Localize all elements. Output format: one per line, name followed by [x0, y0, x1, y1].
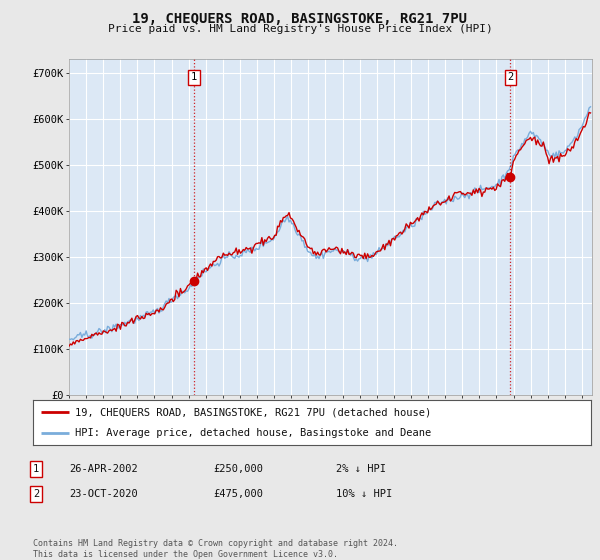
Text: Price paid vs. HM Land Registry's House Price Index (HPI): Price paid vs. HM Land Registry's House …: [107, 24, 493, 34]
Text: 10% ↓ HPI: 10% ↓ HPI: [336, 489, 392, 499]
Text: 19, CHEQUERS ROAD, BASINGSTOKE, RG21 7PU (detached house): 19, CHEQUERS ROAD, BASINGSTOKE, RG21 7PU…: [75, 408, 431, 418]
Text: £250,000: £250,000: [213, 464, 263, 474]
Text: 1: 1: [33, 464, 39, 474]
Text: 2: 2: [33, 489, 39, 499]
Text: 1: 1: [191, 72, 197, 82]
Text: 23-OCT-2020: 23-OCT-2020: [69, 489, 138, 499]
Text: Contains HM Land Registry data © Crown copyright and database right 2024.
This d: Contains HM Land Registry data © Crown c…: [33, 539, 398, 559]
Text: 2% ↓ HPI: 2% ↓ HPI: [336, 464, 386, 474]
Text: HPI: Average price, detached house, Basingstoke and Deane: HPI: Average price, detached house, Basi…: [75, 428, 431, 438]
Text: £475,000: £475,000: [213, 489, 263, 499]
Text: 26-APR-2002: 26-APR-2002: [69, 464, 138, 474]
Text: 2: 2: [507, 72, 514, 82]
Text: 19, CHEQUERS ROAD, BASINGSTOKE, RG21 7PU: 19, CHEQUERS ROAD, BASINGSTOKE, RG21 7PU: [133, 12, 467, 26]
